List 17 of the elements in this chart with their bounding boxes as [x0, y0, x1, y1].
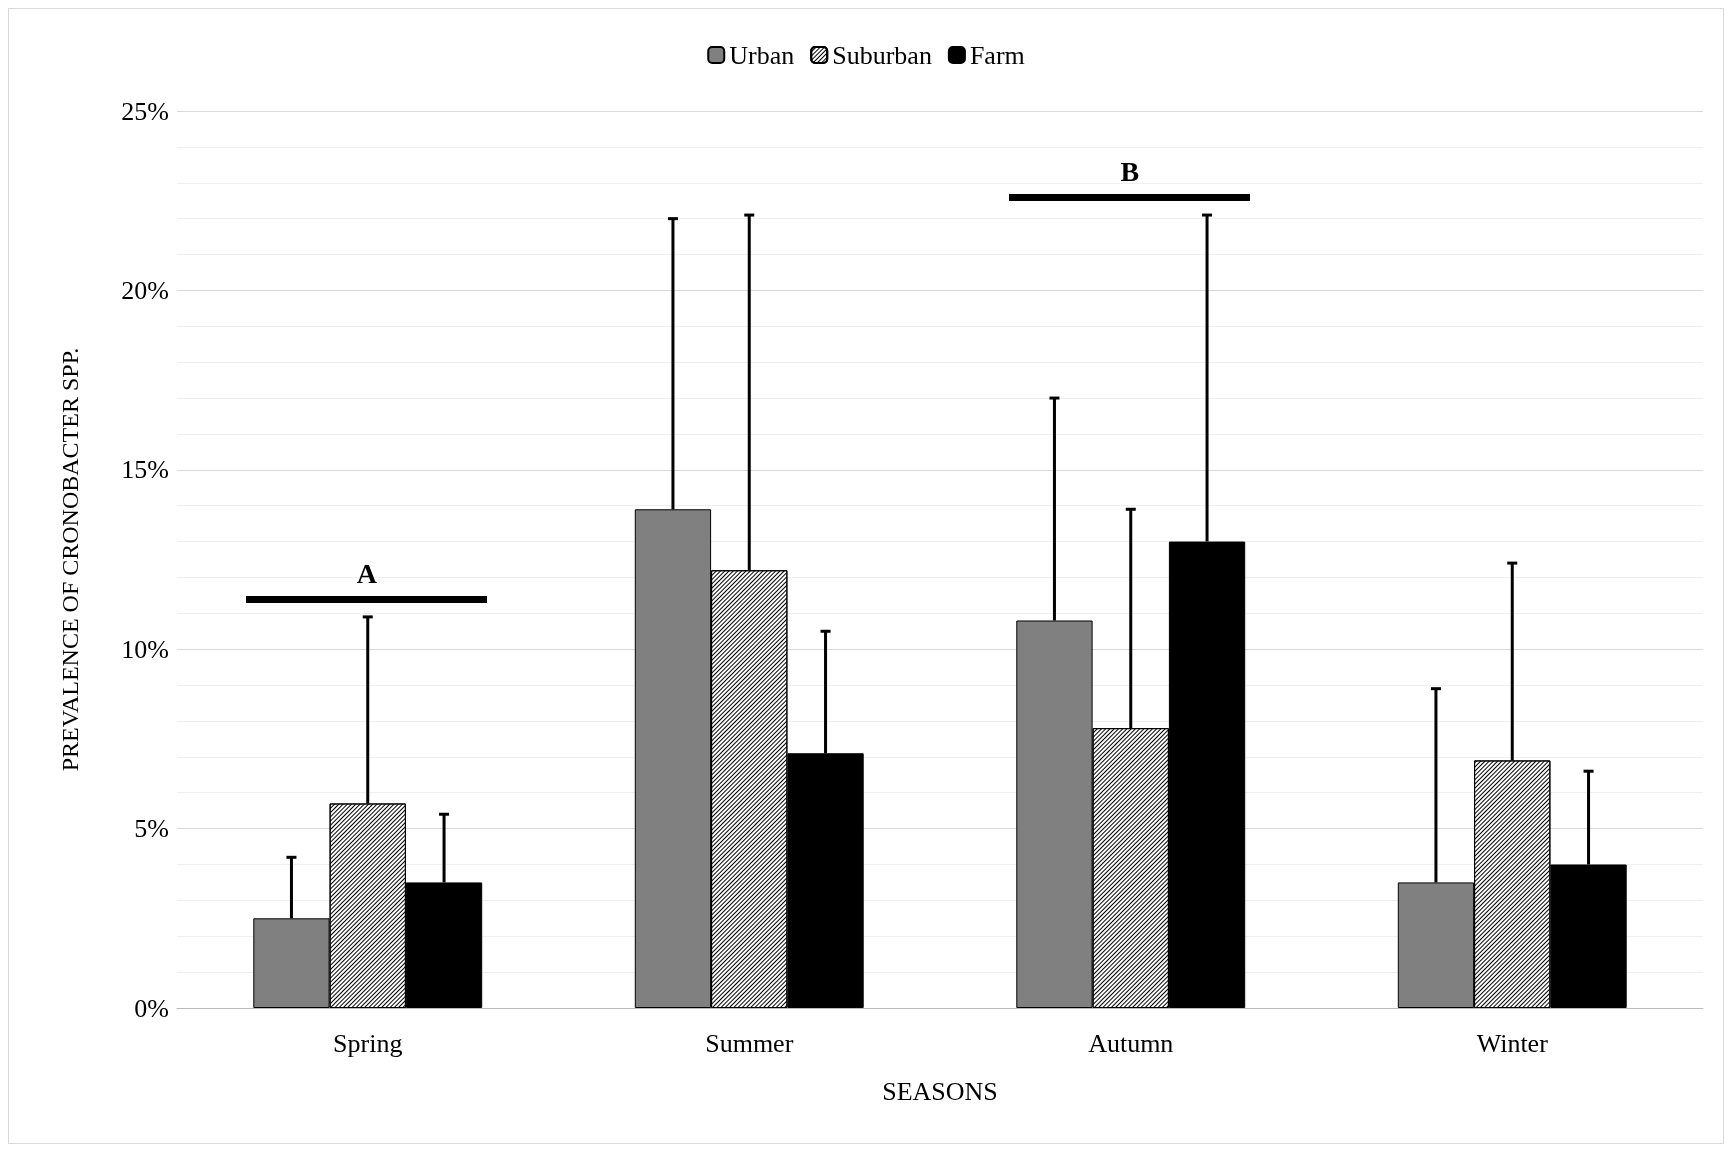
- y-tick-label: 15%: [121, 455, 169, 485]
- y-axis-title: PREVALENCE OF CRONOBACTER SPP.: [57, 347, 83, 772]
- annotation: B: [1119, 156, 1141, 189]
- x-tick-label: Autumn: [1088, 1028, 1174, 1058]
- legend-label: Suburban: [832, 40, 932, 70]
- annotation: A: [355, 557, 378, 590]
- x-tick-label: Spring: [333, 1028, 403, 1058]
- x-tick-label: Summer: [705, 1028, 794, 1058]
- y-tick-label: 20%: [121, 275, 169, 305]
- legend-label: Urban: [729, 40, 795, 70]
- y-tick-label: 5%: [134, 814, 169, 844]
- y-tick-label: 10%: [121, 634, 169, 664]
- legend-label: Farm: [969, 40, 1025, 70]
- y-tick-label: 25%: [121, 96, 169, 126]
- x-axis-title: SEASONS: [882, 1076, 998, 1106]
- x-tick-label: Winter: [1476, 1028, 1549, 1058]
- y-tick-label: 0%: [134, 993, 169, 1023]
